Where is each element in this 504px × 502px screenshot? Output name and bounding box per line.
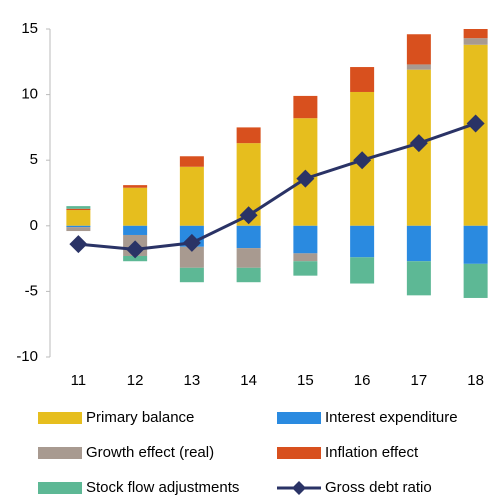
debt-marker [466, 114, 485, 133]
bar-segment [293, 253, 318, 262]
bar-segment [123, 255, 148, 262]
bar-segment [66, 206, 91, 209]
bar-segment [123, 225, 148, 235]
x-tick-label: 13 [184, 372, 201, 389]
debt-marker [296, 169, 315, 188]
debt-marker [182, 233, 201, 252]
debt-marker [239, 206, 258, 225]
y-tick-label: 5 [30, 151, 38, 168]
legend-label: Gross debt ratio [325, 479, 432, 496]
x-tick-label: 17 [411, 372, 428, 389]
bar-segment [350, 67, 375, 92]
y-tick-label: 0 [30, 217, 38, 234]
bar-segment [179, 246, 204, 268]
x-tick-label: 18 [467, 372, 484, 389]
bar-segment [179, 166, 204, 226]
bar-segment [406, 261, 431, 296]
bar-segment [293, 225, 318, 254]
bar-segment [463, 38, 488, 45]
legend-label: Interest expenditure [325, 409, 458, 426]
bar-segment [66, 208, 91, 211]
bar-segment [406, 34, 431, 65]
bar-segment [406, 64, 431, 70]
bar-segment [293, 95, 318, 119]
bar-segment [179, 267, 204, 283]
debt-marker [69, 235, 88, 254]
bar-segment [236, 127, 261, 144]
legend-label: Inflation effect [325, 444, 419, 461]
debt-marker [126, 240, 145, 259]
x-tick-label: 11 [71, 372, 87, 389]
bar-segment [350, 225, 375, 258]
x-tick-label: 15 [297, 372, 314, 389]
bar-segment [406, 225, 431, 262]
bar-segment [123, 187, 148, 226]
legend-label: Primary balance [86, 409, 194, 426]
bar-segment [66, 225, 91, 228]
bar-segment [66, 210, 91, 226]
x-tick-label: 14 [240, 372, 257, 389]
bar-segment [236, 267, 261, 283]
bar-segment [66, 227, 91, 232]
y-tick-label: 15 [21, 20, 38, 37]
bar-segment [236, 248, 261, 268]
bar-segment [350, 257, 375, 284]
bar-segment [463, 225, 488, 264]
legend-swatch [38, 447, 82, 459]
debt-line [78, 122, 477, 251]
x-tick-label: 16 [354, 372, 371, 389]
x-tick-label: 12 [127, 372, 144, 389]
y-tick-label: -5 [25, 282, 38, 299]
bar-segment [463, 44, 488, 226]
legend-marker [292, 481, 306, 495]
legend-swatch [38, 412, 82, 424]
legend-label: Stock flow adjustments [86, 479, 239, 496]
legend-swatch [38, 482, 82, 494]
legend-swatch [277, 447, 321, 459]
y-tick-label: 10 [21, 86, 38, 103]
bar-segment [463, 29, 488, 39]
bar-segment [293, 261, 318, 276]
bar-segment [179, 156, 204, 167]
y-tick-label: -10 [16, 348, 38, 365]
legend-swatch [277, 412, 321, 424]
bar-segment [236, 225, 261, 249]
bar-segment [463, 263, 488, 298]
bar-segment [123, 185, 148, 188]
legend-label: Growth effect (real) [86, 444, 214, 461]
debt-marker [409, 134, 428, 153]
debt-marker [353, 151, 372, 170]
